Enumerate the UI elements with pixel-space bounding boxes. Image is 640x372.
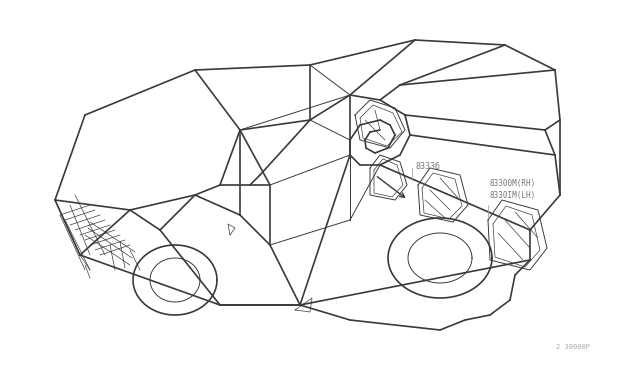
Text: 2 30000P: 2 30000P: [556, 344, 590, 350]
Text: 83300M(RH): 83300M(RH): [490, 179, 536, 188]
Text: 8330IM(LH): 8330IM(LH): [490, 191, 536, 200]
Text: 83336: 83336: [415, 162, 440, 171]
